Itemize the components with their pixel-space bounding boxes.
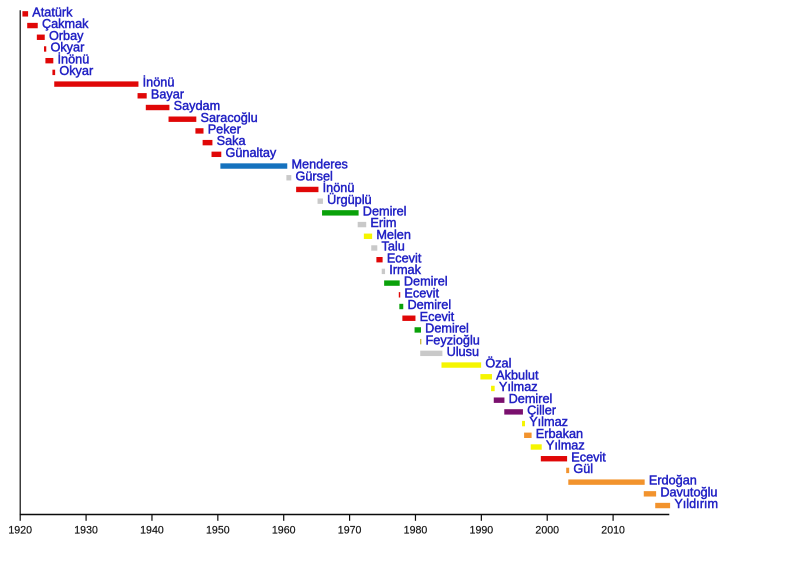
svg-text:Günaltay: Günaltay — [225, 146, 276, 160]
svg-text:Yılmaz: Yılmaz — [546, 439, 585, 453]
svg-text:Ecevit: Ecevit — [571, 450, 606, 464]
svg-text:Orbay: Orbay — [49, 29, 84, 43]
svg-text:1920: 1920 — [8, 524, 32, 536]
svg-text:Yıldırım: Yıldırım — [674, 497, 718, 511]
svg-text:Bayar: Bayar — [151, 87, 185, 101]
svg-text:Davutoğlu: Davutoğlu — [660, 485, 717, 499]
svg-text:2010: 2010 — [601, 524, 625, 536]
svg-text:Saydam: Saydam — [174, 99, 221, 113]
svg-text:Ulusu: Ulusu — [447, 345, 479, 359]
svg-text:Peker: Peker — [208, 123, 242, 137]
svg-text:2000: 2000 — [535, 524, 559, 536]
svg-text:Talu: Talu — [381, 240, 404, 254]
svg-text:Demirel: Demirel — [425, 322, 469, 336]
svg-text:Atatürk: Atatürk — [32, 5, 73, 19]
svg-text:Okyar: Okyar — [59, 64, 94, 78]
svg-text:İnönü: İnönü — [58, 52, 90, 66]
svg-text:Yılmaz: Yılmaz — [499, 380, 538, 394]
svg-text:Ecevit: Ecevit — [420, 310, 455, 324]
svg-text:Yılmaz: Yılmaz — [529, 415, 568, 429]
svg-text:Gül: Gül — [573, 462, 593, 476]
svg-text:Erbakan: Erbakan — [536, 427, 583, 441]
svg-text:Çiller: Çiller — [527, 403, 557, 417]
svg-text:Melen: Melen — [376, 228, 411, 242]
svg-text:1970: 1970 — [338, 524, 362, 536]
svg-text:1950: 1950 — [206, 524, 230, 536]
svg-text:İnönü: İnönü — [323, 181, 355, 195]
svg-text:Demirel: Demirel — [404, 275, 448, 289]
svg-text:Demirel: Demirel — [407, 298, 451, 312]
svg-text:İnönü: İnönü — [143, 76, 175, 90]
svg-text:Akbulut: Akbulut — [496, 368, 539, 382]
svg-text:1980: 1980 — [404, 524, 428, 536]
svg-text:Ürgüplü: Ürgüplü — [327, 193, 371, 207]
svg-text:Saracoğlu: Saracoğlu — [201, 111, 258, 125]
svg-text:Özal: Özal — [485, 357, 511, 371]
svg-text:1930: 1930 — [74, 524, 98, 536]
svg-text:Irmak: Irmak — [389, 263, 421, 277]
svg-text:1940: 1940 — [140, 524, 164, 536]
svg-text:1990: 1990 — [470, 524, 494, 536]
svg-text:Ecevit: Ecevit — [387, 251, 422, 265]
svg-text:Çakmak: Çakmak — [42, 17, 89, 31]
svg-text:Gürsel: Gürsel — [295, 169, 332, 183]
svg-text:Feyzioğlu: Feyzioğlu — [426, 333, 480, 347]
svg-text:Demirel: Demirel — [363, 204, 407, 218]
svg-text:Saka: Saka — [217, 134, 247, 148]
svg-text:Okyar: Okyar — [50, 41, 85, 55]
svg-text:Menderes: Menderes — [291, 158, 347, 172]
svg-text:Demirel: Demirel — [509, 392, 553, 406]
svg-text:1960: 1960 — [272, 524, 296, 536]
svg-text:Erim: Erim — [370, 216, 396, 230]
svg-text:Erdoğan: Erdoğan — [649, 474, 697, 488]
svg-text:Ecevit: Ecevit — [404, 286, 439, 300]
